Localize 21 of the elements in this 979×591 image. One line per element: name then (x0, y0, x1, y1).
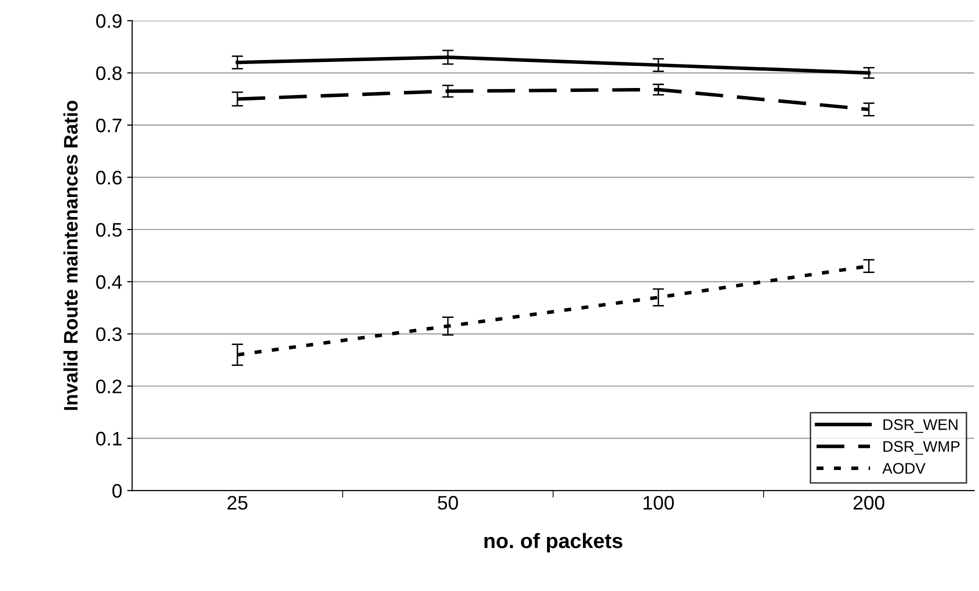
line-series (236, 88, 871, 112)
legend-label: DSR_WEN (884, 419, 958, 433)
x-tick-label: 200 (854, 496, 884, 510)
y-tick-label: 0.2 (96, 380, 122, 394)
y-tick-label: 0.1 (96, 432, 122, 446)
y-tick-label: 0.5 (96, 222, 122, 237)
legend-label: DSR_WMP (884, 441, 960, 455)
y-tick-label: 0.7 (96, 118, 122, 132)
y-tick-label: 0.4 (96, 275, 122, 289)
x-tick-label: 100 (644, 496, 674, 510)
y-axis-title: Invalid Route maintenances Ratio (63, 100, 78, 410)
y-tick-label: 0.3 (96, 327, 122, 342)
x-axis-title: no. of packets (484, 532, 622, 552)
y-tick-label: 0.8 (96, 66, 122, 80)
x-tick-label: 50 (438, 496, 458, 510)
x-tick-label: 25 (228, 496, 248, 510)
legend-label: AODV (882, 462, 926, 474)
y-tick-label: 0.6 (96, 170, 122, 185)
line-series (236, 55, 871, 75)
y-tick-label: 0.9 (96, 14, 122, 28)
y-tick-label: 0 (112, 484, 122, 498)
